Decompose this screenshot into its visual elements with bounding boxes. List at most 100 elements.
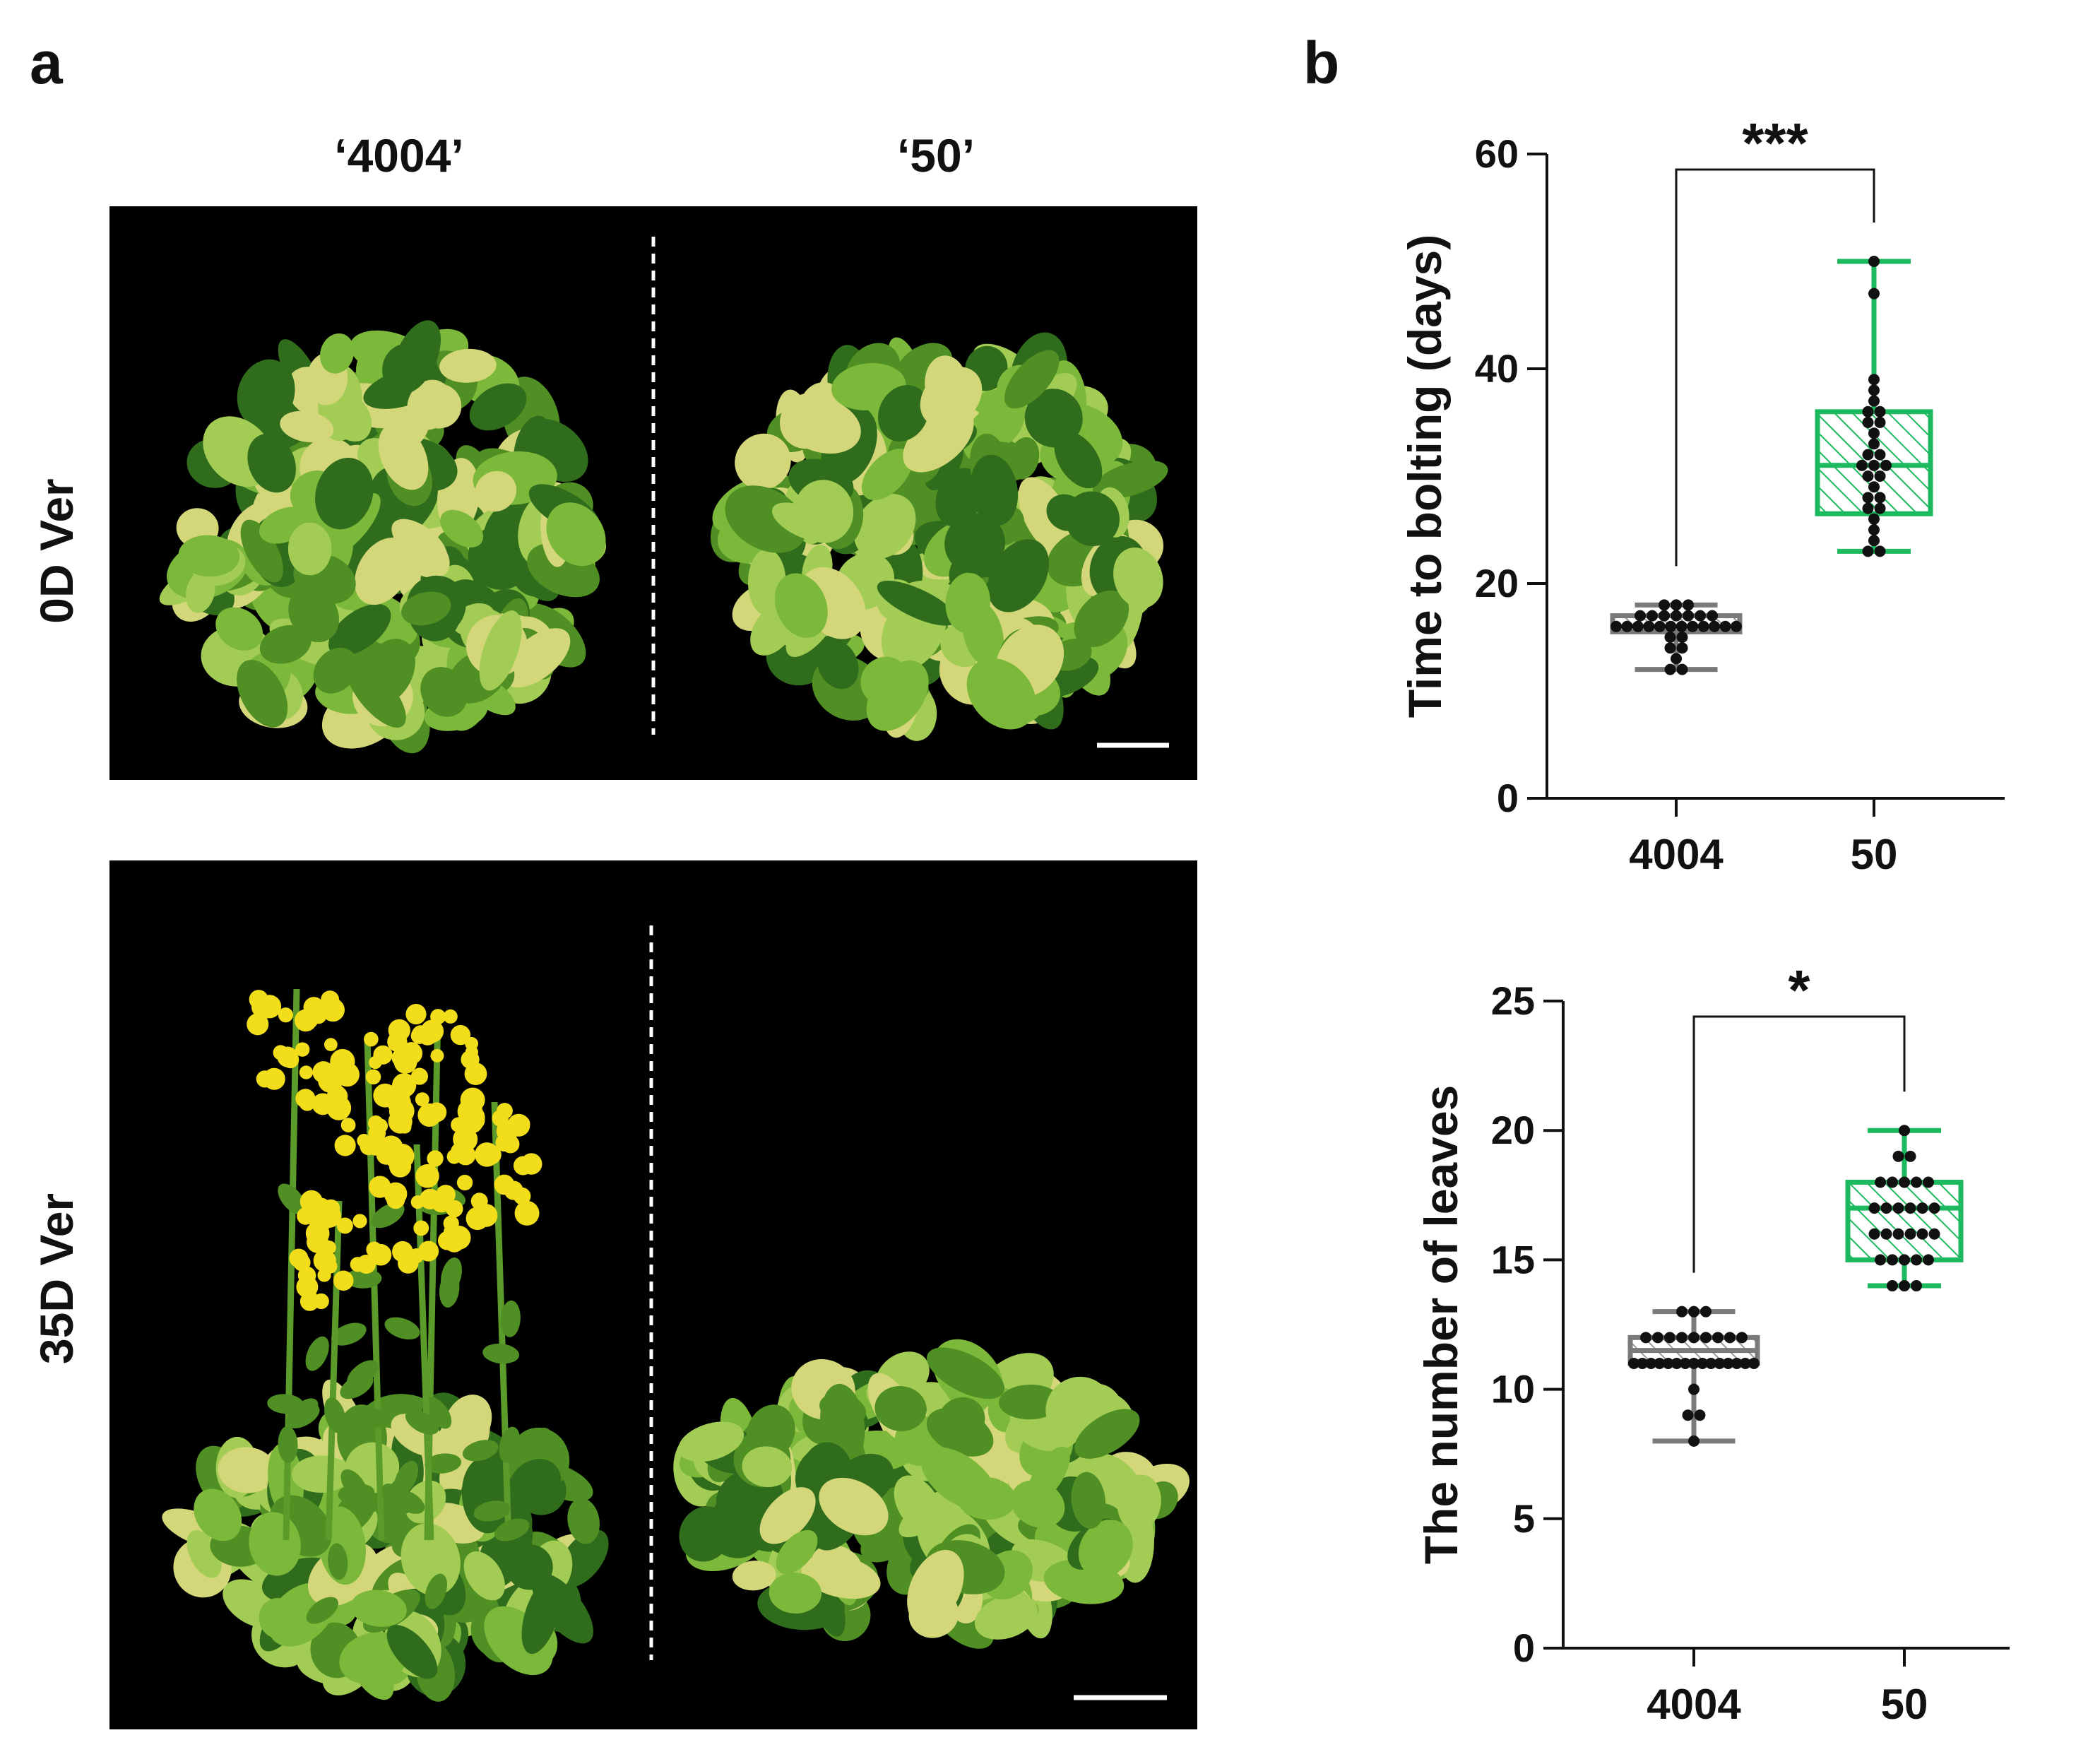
data-point (1911, 1280, 1922, 1292)
flower (369, 1176, 391, 1198)
flower (388, 1109, 413, 1134)
leaf (874, 1386, 927, 1431)
leaf (532, 1573, 593, 1644)
flower (494, 1174, 515, 1195)
data-point (1874, 492, 1886, 504)
flower (443, 1009, 458, 1024)
data-point (1868, 374, 1880, 386)
data-point (1632, 620, 1644, 632)
flower (333, 1270, 354, 1291)
leaf (945, 572, 990, 633)
flower (475, 1142, 499, 1167)
stem-leaf (441, 1257, 462, 1294)
leaf (280, 410, 334, 443)
data-point (1874, 417, 1886, 428)
data-point (1880, 459, 1892, 471)
flower (417, 1103, 441, 1127)
data-point (1679, 1357, 1691, 1369)
data-point (1671, 599, 1682, 611)
leaf (218, 1447, 277, 1493)
leaf (1054, 431, 1103, 489)
leaf (987, 539, 1050, 612)
svg-text:35D Ver: 35D Ver (30, 1193, 83, 1364)
data-point (1911, 1176, 1922, 1188)
data-point (1736, 1332, 1748, 1344)
y-tick-label: 10 (1491, 1367, 1535, 1411)
stem-leaf (285, 1404, 320, 1428)
data-point (1688, 1332, 1700, 1344)
leaf (237, 660, 288, 728)
leaf (926, 1347, 1004, 1399)
leaf (1004, 350, 1060, 409)
leaf (1074, 1409, 1140, 1459)
flower (330, 1048, 355, 1075)
leaf (771, 502, 838, 543)
leaf (479, 610, 522, 691)
flower (321, 990, 340, 1010)
data-point (1862, 406, 1874, 418)
data-point (1683, 599, 1694, 611)
data-point (1724, 1332, 1736, 1344)
data-point (1868, 459, 1880, 471)
flower (299, 1094, 316, 1111)
x-category-label: 50 (1851, 831, 1898, 878)
flower (430, 1048, 444, 1062)
chart-number-of-leaves: 0 5 10 15 20 25 The number of leaves 4004 50 * (1415, 959, 2010, 1728)
leaf (926, 1408, 994, 1457)
flower (465, 1207, 490, 1231)
leaf (315, 458, 374, 530)
data-point (1697, 620, 1709, 632)
leaf (974, 1594, 1038, 1640)
y-tick-label: 0 (1513, 1626, 1535, 1670)
flower (392, 1241, 413, 1262)
significance-label: *** (1742, 112, 1808, 174)
significance-bracket (1675, 168, 1875, 567)
y-tick-label: 0 (1497, 776, 1519, 820)
data-point (1904, 1202, 1916, 1214)
data-point (1700, 1306, 1712, 1318)
y-tick-label: 20 (1475, 561, 1519, 605)
leaf (966, 658, 1036, 730)
x-category-label: 50 (1881, 1681, 1928, 1728)
y-tick-label: 40 (1475, 346, 1519, 391)
data-point (1911, 1254, 1922, 1266)
leaf (944, 513, 1005, 574)
data-point (1652, 1332, 1663, 1344)
data-point (1862, 470, 1874, 482)
data-point (1731, 1357, 1743, 1369)
flower (256, 1070, 274, 1088)
leaf (326, 391, 372, 442)
plant-4004-35d-flowering-image (162, 988, 609, 1702)
data-point (1707, 610, 1718, 622)
row-label-0d-ver: 0D Ver (30, 478, 83, 623)
leaf (215, 607, 263, 651)
stem-leaf (345, 1268, 382, 1289)
flower (415, 1164, 439, 1188)
leaf (877, 580, 957, 626)
data-point (1899, 1280, 1910, 1292)
data-point (1868, 481, 1880, 493)
flower (393, 1050, 417, 1074)
data-point (1659, 610, 1670, 622)
x-category-label: 4004 (1629, 831, 1724, 878)
data-point (1719, 620, 1731, 632)
data-point (1868, 395, 1880, 407)
plant-50-0d-image (711, 332, 1168, 741)
leaf (921, 1447, 997, 1511)
data-point (1688, 1383, 1700, 1395)
data-point (1683, 610, 1694, 622)
leaf (194, 1488, 242, 1541)
flower (376, 1144, 396, 1165)
data-point (1887, 1254, 1898, 1266)
flower (427, 1150, 444, 1167)
leaf (860, 656, 910, 706)
y-tick-label: 25 (1491, 978, 1535, 1023)
stem-leaf (278, 1183, 307, 1215)
data-point (1676, 632, 1688, 643)
data-point (1862, 417, 1874, 428)
stem-leaf (384, 1317, 420, 1340)
leaf (817, 639, 859, 689)
data-point (1887, 1176, 1898, 1188)
data-point (1748, 1357, 1760, 1369)
data-point (1923, 1254, 1934, 1266)
